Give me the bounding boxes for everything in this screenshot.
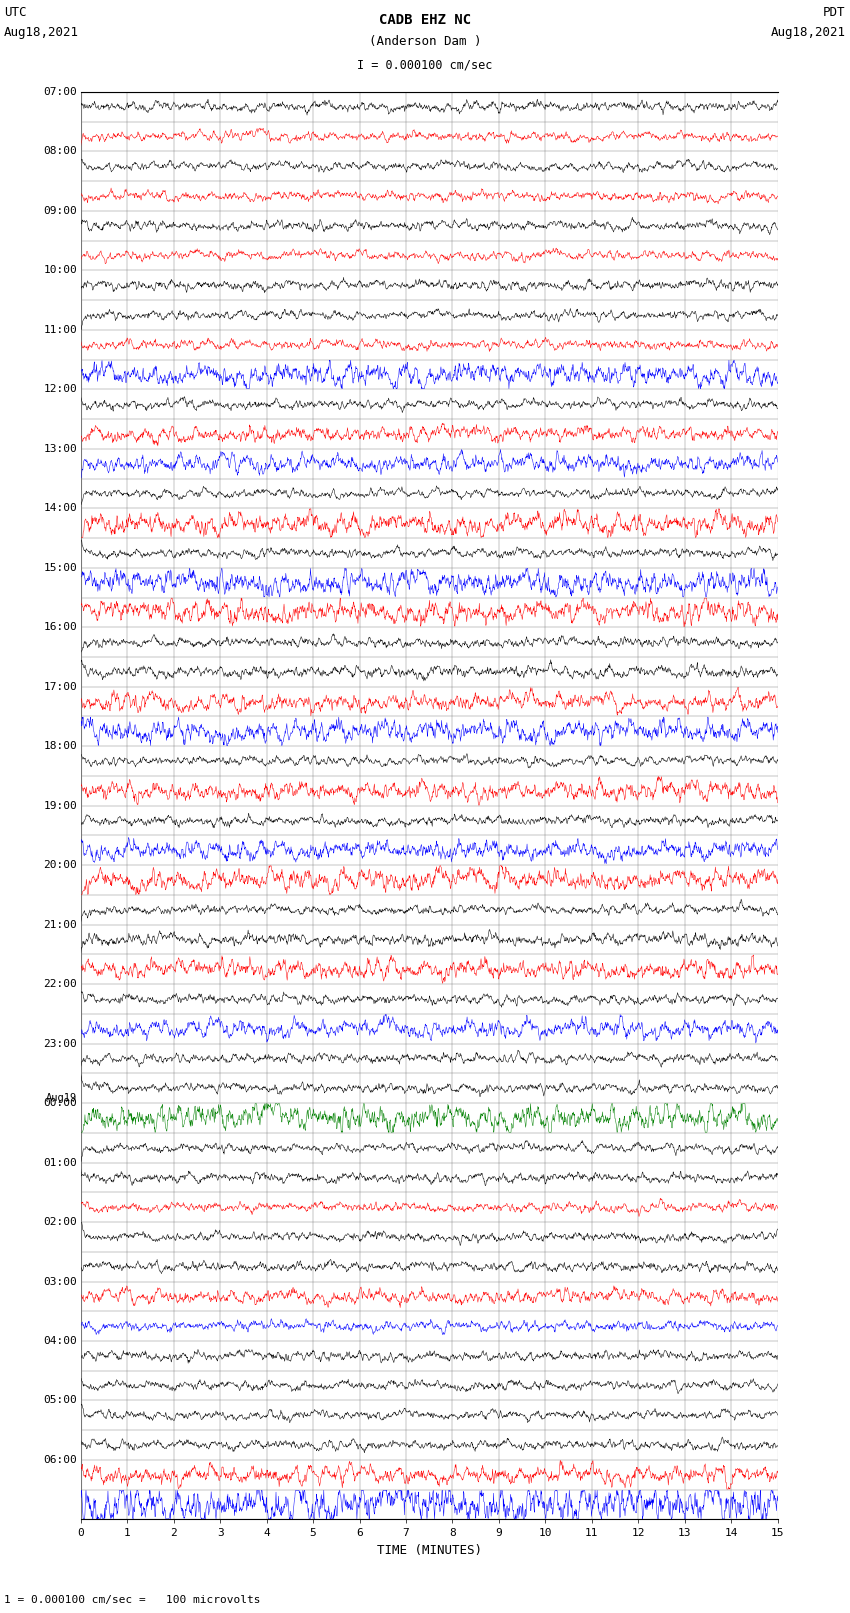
Text: Aug19: Aug19 bbox=[46, 1094, 77, 1103]
Text: Aug18,2021: Aug18,2021 bbox=[771, 26, 846, 39]
Text: 04:00: 04:00 bbox=[43, 1336, 77, 1345]
Text: 1 = 0.000100 cm/sec =   100 microvolts: 1 = 0.000100 cm/sec = 100 microvolts bbox=[4, 1595, 261, 1605]
Text: 09:00: 09:00 bbox=[43, 206, 77, 216]
Text: 23:00: 23:00 bbox=[43, 1039, 77, 1048]
Text: 19:00: 19:00 bbox=[43, 800, 77, 811]
Text: 20:00: 20:00 bbox=[43, 860, 77, 869]
X-axis label: TIME (MINUTES): TIME (MINUTES) bbox=[377, 1544, 482, 1557]
Text: 02:00: 02:00 bbox=[43, 1218, 77, 1227]
Text: 07:00: 07:00 bbox=[43, 87, 77, 97]
Text: 05:00: 05:00 bbox=[43, 1395, 77, 1405]
Text: 22:00: 22:00 bbox=[43, 979, 77, 989]
Text: 18:00: 18:00 bbox=[43, 742, 77, 752]
Text: 08:00: 08:00 bbox=[43, 147, 77, 156]
Text: 06:00: 06:00 bbox=[43, 1455, 77, 1465]
Text: 15:00: 15:00 bbox=[43, 563, 77, 573]
Text: Aug18,2021: Aug18,2021 bbox=[4, 26, 79, 39]
Text: 14:00: 14:00 bbox=[43, 503, 77, 513]
Text: 17:00: 17:00 bbox=[43, 682, 77, 692]
Text: 00:00: 00:00 bbox=[43, 1098, 77, 1108]
Text: 03:00: 03:00 bbox=[43, 1276, 77, 1287]
Text: (Anderson Dam ): (Anderson Dam ) bbox=[369, 35, 481, 48]
Text: 10:00: 10:00 bbox=[43, 266, 77, 276]
Text: 11:00: 11:00 bbox=[43, 324, 77, 336]
Text: I = 0.000100 cm/sec: I = 0.000100 cm/sec bbox=[357, 58, 493, 71]
Text: 13:00: 13:00 bbox=[43, 444, 77, 453]
Text: 01:00: 01:00 bbox=[43, 1158, 77, 1168]
Text: UTC: UTC bbox=[4, 6, 26, 19]
Text: 16:00: 16:00 bbox=[43, 623, 77, 632]
Text: 12:00: 12:00 bbox=[43, 384, 77, 394]
Text: PDT: PDT bbox=[824, 6, 846, 19]
Text: CADB EHZ NC: CADB EHZ NC bbox=[379, 13, 471, 27]
Text: 21:00: 21:00 bbox=[43, 919, 77, 929]
